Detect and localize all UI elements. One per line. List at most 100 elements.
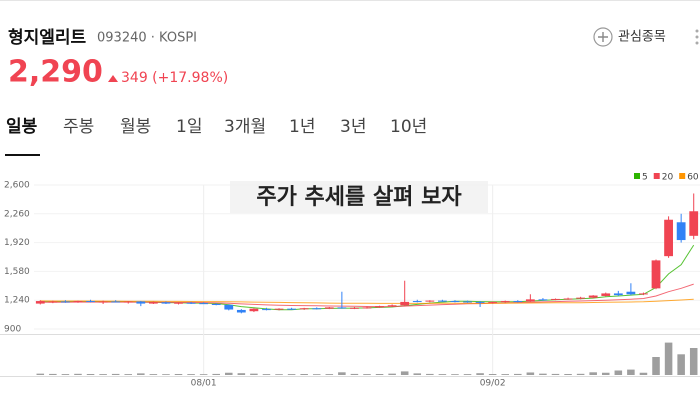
stock-name: 형지엘리트 [8,27,87,48]
legend-label: 60 [687,173,699,183]
period-tab[interactable]: 10년 [390,117,427,137]
volume-bar [86,374,95,375]
plus-sign [598,32,608,42]
candle-body [362,307,372,309]
candle-body [500,301,510,303]
volume-bar [451,374,459,375]
moving-average [40,283,694,308]
candle-body [123,301,133,303]
volume-bar [614,370,623,375]
volume-bar [325,374,334,375]
volume-bar [149,374,158,375]
candle-body [249,308,259,312]
volume-bar [363,374,371,375]
period-tab[interactable]: 1년 [289,117,315,137]
candle-body [48,301,58,303]
candle-body [61,301,70,303]
candle-body [400,301,410,306]
candle-body [324,307,334,309]
volume-bar [312,374,321,375]
candle-body [601,293,611,296]
more-menu[interactable] [695,29,699,45]
candle-body [287,308,297,310]
up-arrow [108,75,118,82]
volume-bar [652,357,660,375]
watch-button[interactable]: 관심종목 [593,27,666,47]
candle-body [651,260,661,289]
candle-body [412,301,422,303]
volume-bar [338,372,346,375]
volume-bar [49,373,57,375]
moving-average [40,298,694,304]
y-tick-label: 2,600 [4,181,30,191]
volume-bar [162,374,170,375]
candle-body [639,293,648,295]
candle-body [551,298,560,300]
legend-swatch [679,173,686,179]
candle-body [73,301,83,303]
candle-body [513,301,523,303]
volume-bar [463,374,472,375]
period-tab[interactable]: 1일 [176,117,202,137]
volume-bar [137,373,145,375]
candle-body [186,302,196,304]
volume-bar [664,342,673,375]
period-tab[interactable]: 3년 [340,117,366,137]
volume-bar [413,373,422,375]
y-tick-label: 2,260 [4,209,30,219]
volume-bar [488,374,497,375]
volume-bar [601,372,610,375]
volume-bar [476,373,484,375]
volume-bar [212,373,220,375]
volume-bar [388,373,396,375]
volume-bar [526,372,535,375]
candle-body [211,304,221,306]
volume-bar [576,373,585,375]
volume-bar [300,374,308,375]
candle-body [262,309,271,311]
candle-body [525,299,535,302]
candle-body [236,309,246,313]
candle-body [174,302,183,304]
candle-body [299,308,309,310]
volume-bar [225,372,233,375]
volume-bar [74,373,82,375]
legend-label: 5 [642,173,648,183]
candle-body [689,211,699,236]
period-tab[interactable]: 주봉 [63,117,94,137]
candle-body [563,298,573,300]
period-tab[interactable]: 3개월 [224,117,266,137]
volume-bar [514,373,522,375]
volume-bar [426,373,434,375]
watch-label[interactable]: 관심종목 [618,30,666,45]
volume-bar [250,373,258,375]
candle-body [676,222,686,241]
volume-bar [262,374,271,375]
volume-bar [174,374,183,375]
candle-body [488,301,498,303]
candle-body [350,307,359,309]
period-tab[interactable]: 월봉 [120,117,151,137]
x-tick-label: 08/01 [191,379,217,389]
annotation: 주가 추세를 살펴 보자 [256,185,462,210]
candle-body [576,297,586,299]
volume-bar [438,374,447,375]
candle-body [475,301,485,303]
volume-bar [689,348,698,375]
annotation-bg [230,181,488,213]
plus-icon[interactable] [593,27,613,47]
candle-body [425,300,435,302]
volume-bar [124,374,133,375]
period-tab[interactable]: 일봉 [6,117,38,137]
candle-body [463,301,472,303]
volume-bar [99,374,107,375]
volume-bar [199,374,208,375]
legend-swatch [653,173,660,179]
volume-bar [350,373,359,375]
volume-bar [61,374,70,375]
candle-body [626,291,636,295]
volume-bar [237,373,246,375]
volume-bar [111,373,120,375]
